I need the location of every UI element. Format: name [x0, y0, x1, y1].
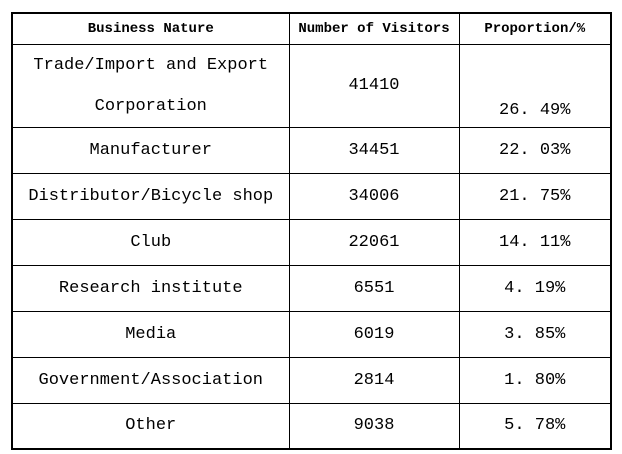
business-nature-line: Trade/Import and Export [33, 55, 269, 75]
cell-proportion: 14. 11% [458, 218, 612, 266]
table-row: Research institute 6551 4. 19% [11, 264, 612, 312]
cell-visitors: 41410 [288, 43, 460, 128]
cell-proportion: 1. 80% [458, 356, 612, 404]
cell-visitors: 34006 [288, 172, 460, 220]
cell-proportion: 5. 78% [458, 402, 612, 450]
cell-business-nature: Trade/Import and Export Corporation [11, 43, 290, 128]
table-row: Club 22061 14. 11% [11, 218, 612, 266]
cell-proportion: 4. 19% [458, 264, 612, 312]
cell-visitors: 22061 [288, 218, 460, 266]
table-row: Other 9038 5. 78% [11, 402, 612, 450]
cell-visitors: 9038 [288, 402, 460, 450]
col-header-visitors: Number of Visitors [288, 12, 460, 45]
cell-proportion: 26. 49% [458, 43, 612, 128]
table-row: Distributor/Bicycle shop 34006 21. 75% [11, 172, 612, 220]
cell-proportion: 3. 85% [458, 310, 612, 358]
cell-business-nature: Distributor/Bicycle shop [11, 172, 290, 220]
table-row: Manufacturer 34451 22. 03% [11, 126, 612, 174]
cell-business-nature: Government/Association [11, 356, 290, 404]
cell-business-nature: Club [11, 218, 290, 266]
cell-business-nature: Other [11, 402, 290, 450]
cell-business-nature: Manufacturer [11, 126, 290, 174]
col-header-business-nature: Business Nature [11, 12, 290, 45]
table-row: Media 6019 3. 85% [11, 310, 612, 358]
cell-visitors: 2814 [288, 356, 460, 404]
cell-visitors: 34451 [288, 126, 460, 174]
table-header-row: Business Nature Number of Visitors Propo… [11, 12, 612, 45]
table-row: Trade/Import and Export Corporation 4141… [11, 43, 612, 128]
cell-business-nature: Media [11, 310, 290, 358]
cell-proportion: 21. 75% [458, 172, 612, 220]
cell-proportion: 22. 03% [458, 126, 612, 174]
cell-visitors: 6019 [288, 310, 460, 358]
table-row: Government/Association 2814 1. 80% [11, 356, 612, 404]
business-nature-line: Corporation [94, 96, 207, 116]
cell-visitors: 6551 [288, 264, 460, 312]
visitors-table: Business Nature Number of Visitors Propo… [11, 12, 612, 450]
cell-business-nature: Research institute [11, 264, 290, 312]
col-header-proportion: Proportion/% [458, 12, 612, 45]
